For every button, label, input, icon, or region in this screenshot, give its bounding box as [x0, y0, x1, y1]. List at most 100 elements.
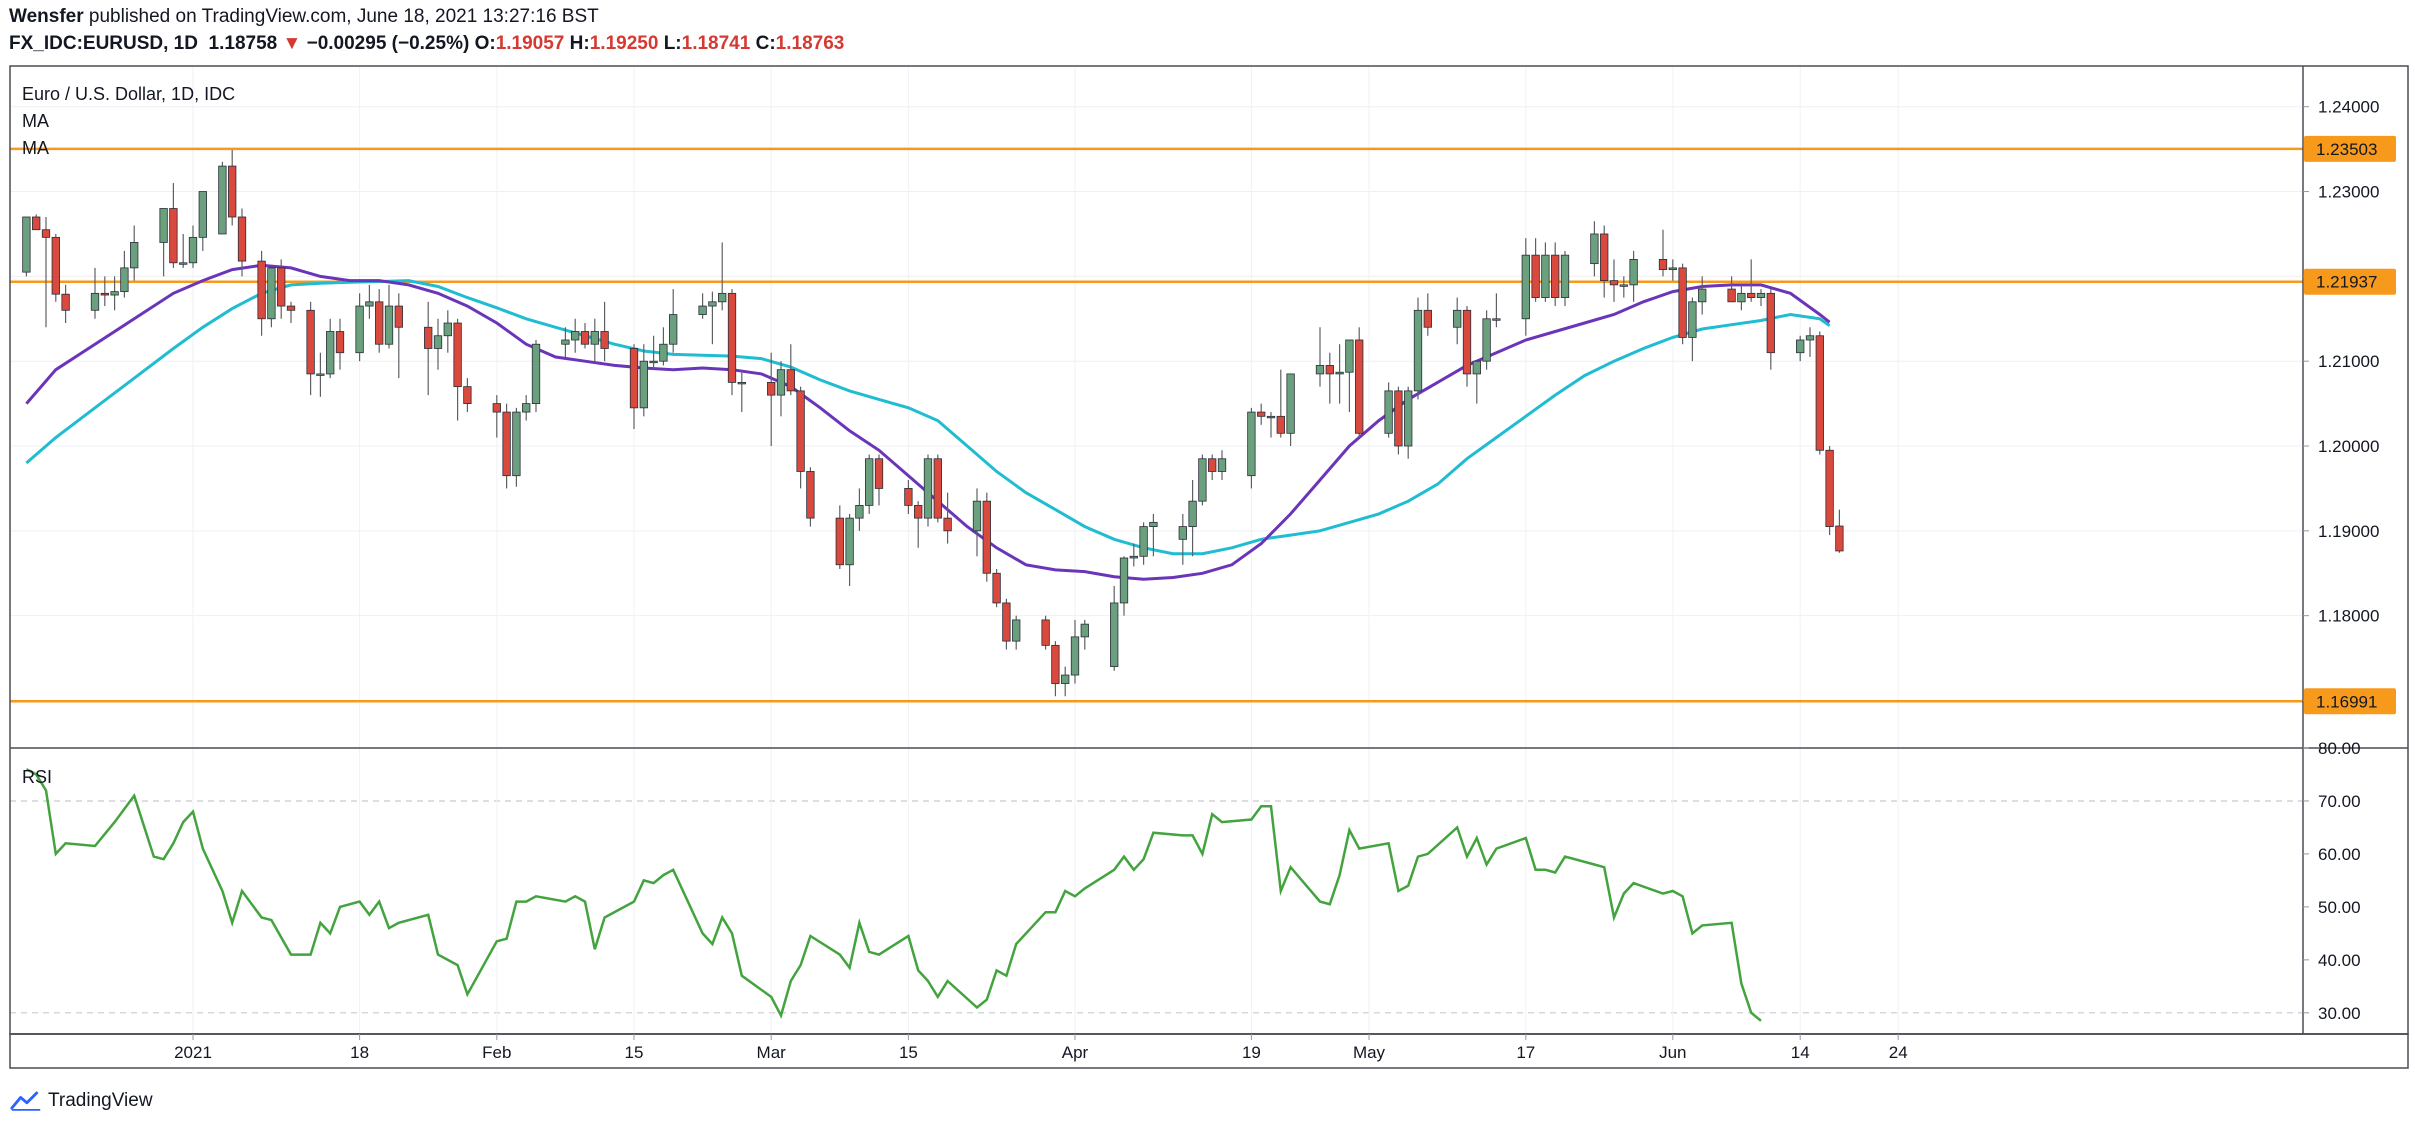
candle-down — [1276, 369, 1285, 438]
candle-body — [1766, 292, 1775, 354]
candle-up — [972, 488, 982, 557]
candle-up — [1345, 339, 1354, 413]
candle-down — [335, 318, 345, 370]
candle-down — [727, 289, 737, 396]
author-name[interactable]: Wensfer — [9, 6, 84, 27]
candle-up — [1619, 276, 1628, 298]
candle-down — [100, 276, 109, 307]
candle-down — [1815, 331, 1824, 455]
candle-body — [394, 305, 403, 328]
symbol-label[interactable]: FX_IDC:EURUSD, 1D — [9, 33, 198, 54]
candle-body — [492, 403, 501, 413]
time-tick-label: 15 — [899, 1043, 918, 1062]
candle-body — [365, 301, 374, 307]
horizontal-levels[interactable] — [10, 147, 2303, 703]
candle-body — [580, 331, 590, 345]
tradingview-logo-icon[interactable] — [10, 1090, 42, 1112]
legend-ma-1[interactable]: MA — [22, 111, 49, 131]
candle-body — [32, 216, 41, 231]
candle-down — [786, 344, 795, 396]
candle-body — [835, 517, 844, 566]
candle-body — [316, 373, 325, 376]
candle-body — [100, 292, 109, 296]
candle-body — [198, 191, 207, 238]
candle-body — [90, 292, 100, 311]
candle-body — [1658, 259, 1668, 270]
candle-body — [1217, 458, 1227, 472]
candle-down — [51, 233, 60, 302]
quote-line: FX_IDC:EURUSD, 1D 1.18758 ▼ −0.00295 (−0… — [9, 33, 844, 55]
candle-up — [22, 216, 31, 277]
candle-up — [110, 276, 119, 311]
legend-title[interactable]: Euro / U.S. Dollar, 1D, IDC — [22, 84, 235, 104]
candle-down — [492, 395, 501, 438]
candle-body — [1384, 390, 1393, 434]
footer: TradingView — [10, 1088, 153, 1114]
candle-body — [1404, 390, 1413, 447]
legend-rsi[interactable]: RSI — [22, 767, 52, 787]
candle-up — [1541, 242, 1550, 302]
high-label: H: — [569, 33, 590, 54]
rsi-axis[interactable]: 80.00 70.00 60.00 50.00 40.00 30.00 — [2303, 739, 2361, 1023]
candle-up — [1012, 615, 1021, 650]
level-label-text: 1.21937 — [2316, 273, 2377, 292]
candle-down — [1208, 454, 1217, 480]
candle-up — [1217, 450, 1227, 480]
legend-ma-2[interactable]: MA — [22, 138, 49, 158]
candle-body — [1178, 526, 1187, 540]
candle-down — [1325, 352, 1334, 404]
candle-up — [531, 339, 541, 413]
candle-up — [1129, 543, 1138, 567]
candle-down — [1551, 242, 1560, 307]
candle-down — [933, 454, 942, 523]
candle-down — [286, 301, 296, 324]
high-value: 1.19250 — [589, 33, 659, 54]
candle-up — [326, 318, 335, 379]
candle-body — [218, 165, 227, 235]
candle-down — [767, 352, 776, 447]
candle-body — [1727, 288, 1736, 303]
candle-down — [835, 505, 844, 570]
candle-up — [1384, 382, 1393, 438]
candle-down — [1002, 598, 1011, 650]
candle-body — [767, 382, 776, 396]
candle-body — [1423, 309, 1432, 328]
candle-up — [1560, 250, 1570, 307]
candle-body — [1394, 390, 1403, 447]
tradingview-brand[interactable]: TradingView — [48, 1090, 153, 1111]
candle-up — [1315, 327, 1325, 387]
candle-down — [277, 259, 286, 319]
candle-up — [188, 225, 198, 268]
candle-body — [727, 292, 737, 383]
candle-up — [1149, 513, 1158, 557]
candle-down — [914, 501, 923, 548]
rsi-tick-label: 30.00 — [2318, 1004, 2361, 1023]
candle-up — [1061, 666, 1070, 697]
price-axis[interactable]: 1.240001.230001.220001.210001.200001.190… — [2303, 98, 2379, 711]
level-label-box — [2304, 268, 2396, 295]
candle-body — [326, 331, 335, 375]
candle-up — [1413, 297, 1423, 400]
candle-body — [188, 236, 198, 264]
candle-up — [590, 318, 599, 362]
candle-up — [1453, 297, 1462, 345]
candle-up — [1737, 284, 1746, 311]
candle-up — [1198, 454, 1207, 506]
candle-body — [424, 326, 433, 349]
candle-body — [904, 488, 913, 506]
candle-body — [1453, 309, 1462, 328]
candle-up — [865, 454, 874, 514]
time-axis[interactable]: 2021 18 Feb 15 Mar 15 Apr 19 May 17 Jun 14 24 — [174, 1034, 1908, 1062]
price-tick-label: 1.21000 — [2318, 352, 2379, 371]
candle-body — [179, 262, 188, 265]
candle-down — [1766, 289, 1775, 370]
candle-body — [590, 331, 599, 345]
candle-body — [659, 343, 668, 362]
candle-body — [1286, 373, 1295, 434]
candle-body — [698, 305, 707, 315]
candle-body — [110, 291, 119, 296]
candle-up — [384, 284, 394, 349]
candle-body — [786, 369, 795, 392]
candle-up — [561, 327, 570, 357]
